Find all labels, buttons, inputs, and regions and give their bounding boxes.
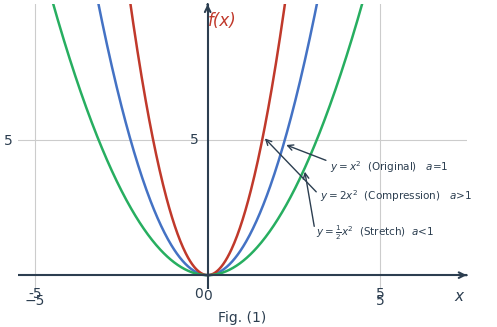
- Text: x: x: [454, 289, 463, 304]
- Text: $y = 2x^2$  (Compression)   $a$>1: $y = 2x^2$ (Compression) $a$>1: [320, 189, 472, 204]
- Text: 5: 5: [376, 287, 385, 301]
- Text: -5: -5: [28, 287, 42, 301]
- Text: f(x): f(x): [208, 12, 237, 30]
- Text: 5: 5: [190, 133, 199, 146]
- Text: 0: 0: [203, 289, 212, 303]
- Text: $y = x^2$  (Original)   $a$=1: $y = x^2$ (Original) $a$=1: [330, 159, 449, 175]
- Text: 0: 0: [194, 287, 202, 301]
- Text: $y = \frac{1}{2}x^2$  (Stretch)  $a$<1: $y = \frac{1}{2}x^2$ (Stretch) $a$<1: [317, 224, 435, 242]
- Text: Fig. (1): Fig. (1): [218, 311, 266, 325]
